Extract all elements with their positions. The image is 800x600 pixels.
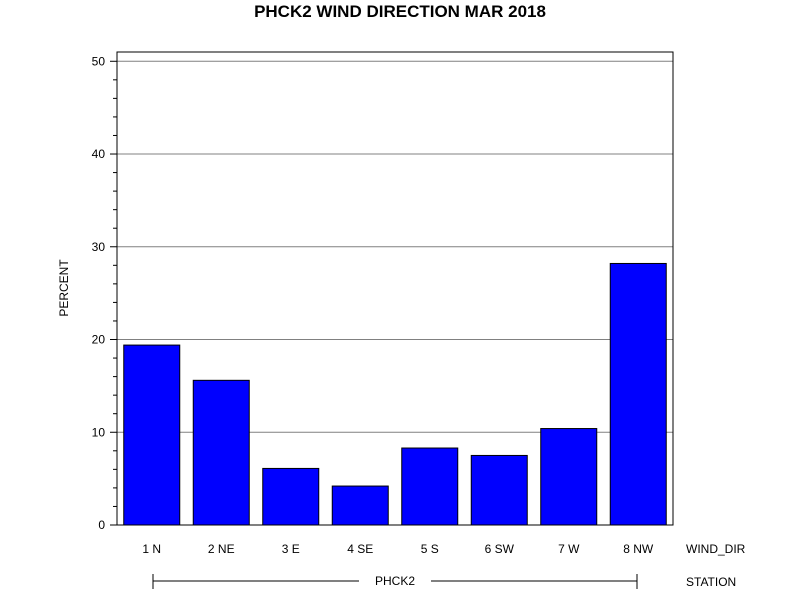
y-tick-label: 20	[92, 333, 106, 347]
x-tick-label: 3 E	[282, 542, 300, 556]
gridlines	[117, 60, 673, 433]
station-group-axis: PHCK2	[152, 574, 638, 589]
y-axis-label: PERCENT	[57, 259, 71, 317]
bar	[262, 467, 320, 526]
bar	[192, 379, 250, 526]
x-tick-label: 2 NE	[208, 542, 235, 556]
bar	[540, 428, 598, 526]
plot-frame	[116, 51, 674, 526]
x-tick-label: 1 N	[142, 542, 161, 556]
bar	[401, 447, 459, 526]
x-tick-label: 6 SW	[485, 542, 515, 556]
x-tick-label: 8 NW	[623, 542, 654, 556]
station-group-value: PHCK2	[375, 574, 415, 588]
y-tick-label: 30	[92, 240, 106, 254]
y-tick-label: 0	[98, 518, 105, 532]
bar	[470, 454, 528, 526]
bar	[609, 262, 667, 526]
x-axis-label: WIND_DIR	[686, 542, 746, 556]
x-tick-labels: 1 N 2 NE 3 E 4 SE 5 S 6 SW 7 W 8 NW	[142, 542, 654, 556]
y-tick-label: 40	[92, 147, 106, 161]
x-tick-label: 5 S	[421, 542, 439, 556]
x-tick-label: 7 W	[558, 542, 580, 556]
bar	[123, 344, 181, 526]
bars	[123, 262, 667, 526]
station-axis-label: STATION	[686, 575, 736, 589]
y-tick-label: 50	[92, 54, 106, 68]
chart-title: PHCK2 WIND DIRECTION MAR 2018	[254, 2, 546, 21]
x-tick-label: 4 SE	[347, 542, 373, 556]
bar	[331, 485, 389, 526]
y-tick-label: 10	[92, 425, 106, 439]
y-axis: 0 10 20 30 40 50	[92, 54, 117, 532]
